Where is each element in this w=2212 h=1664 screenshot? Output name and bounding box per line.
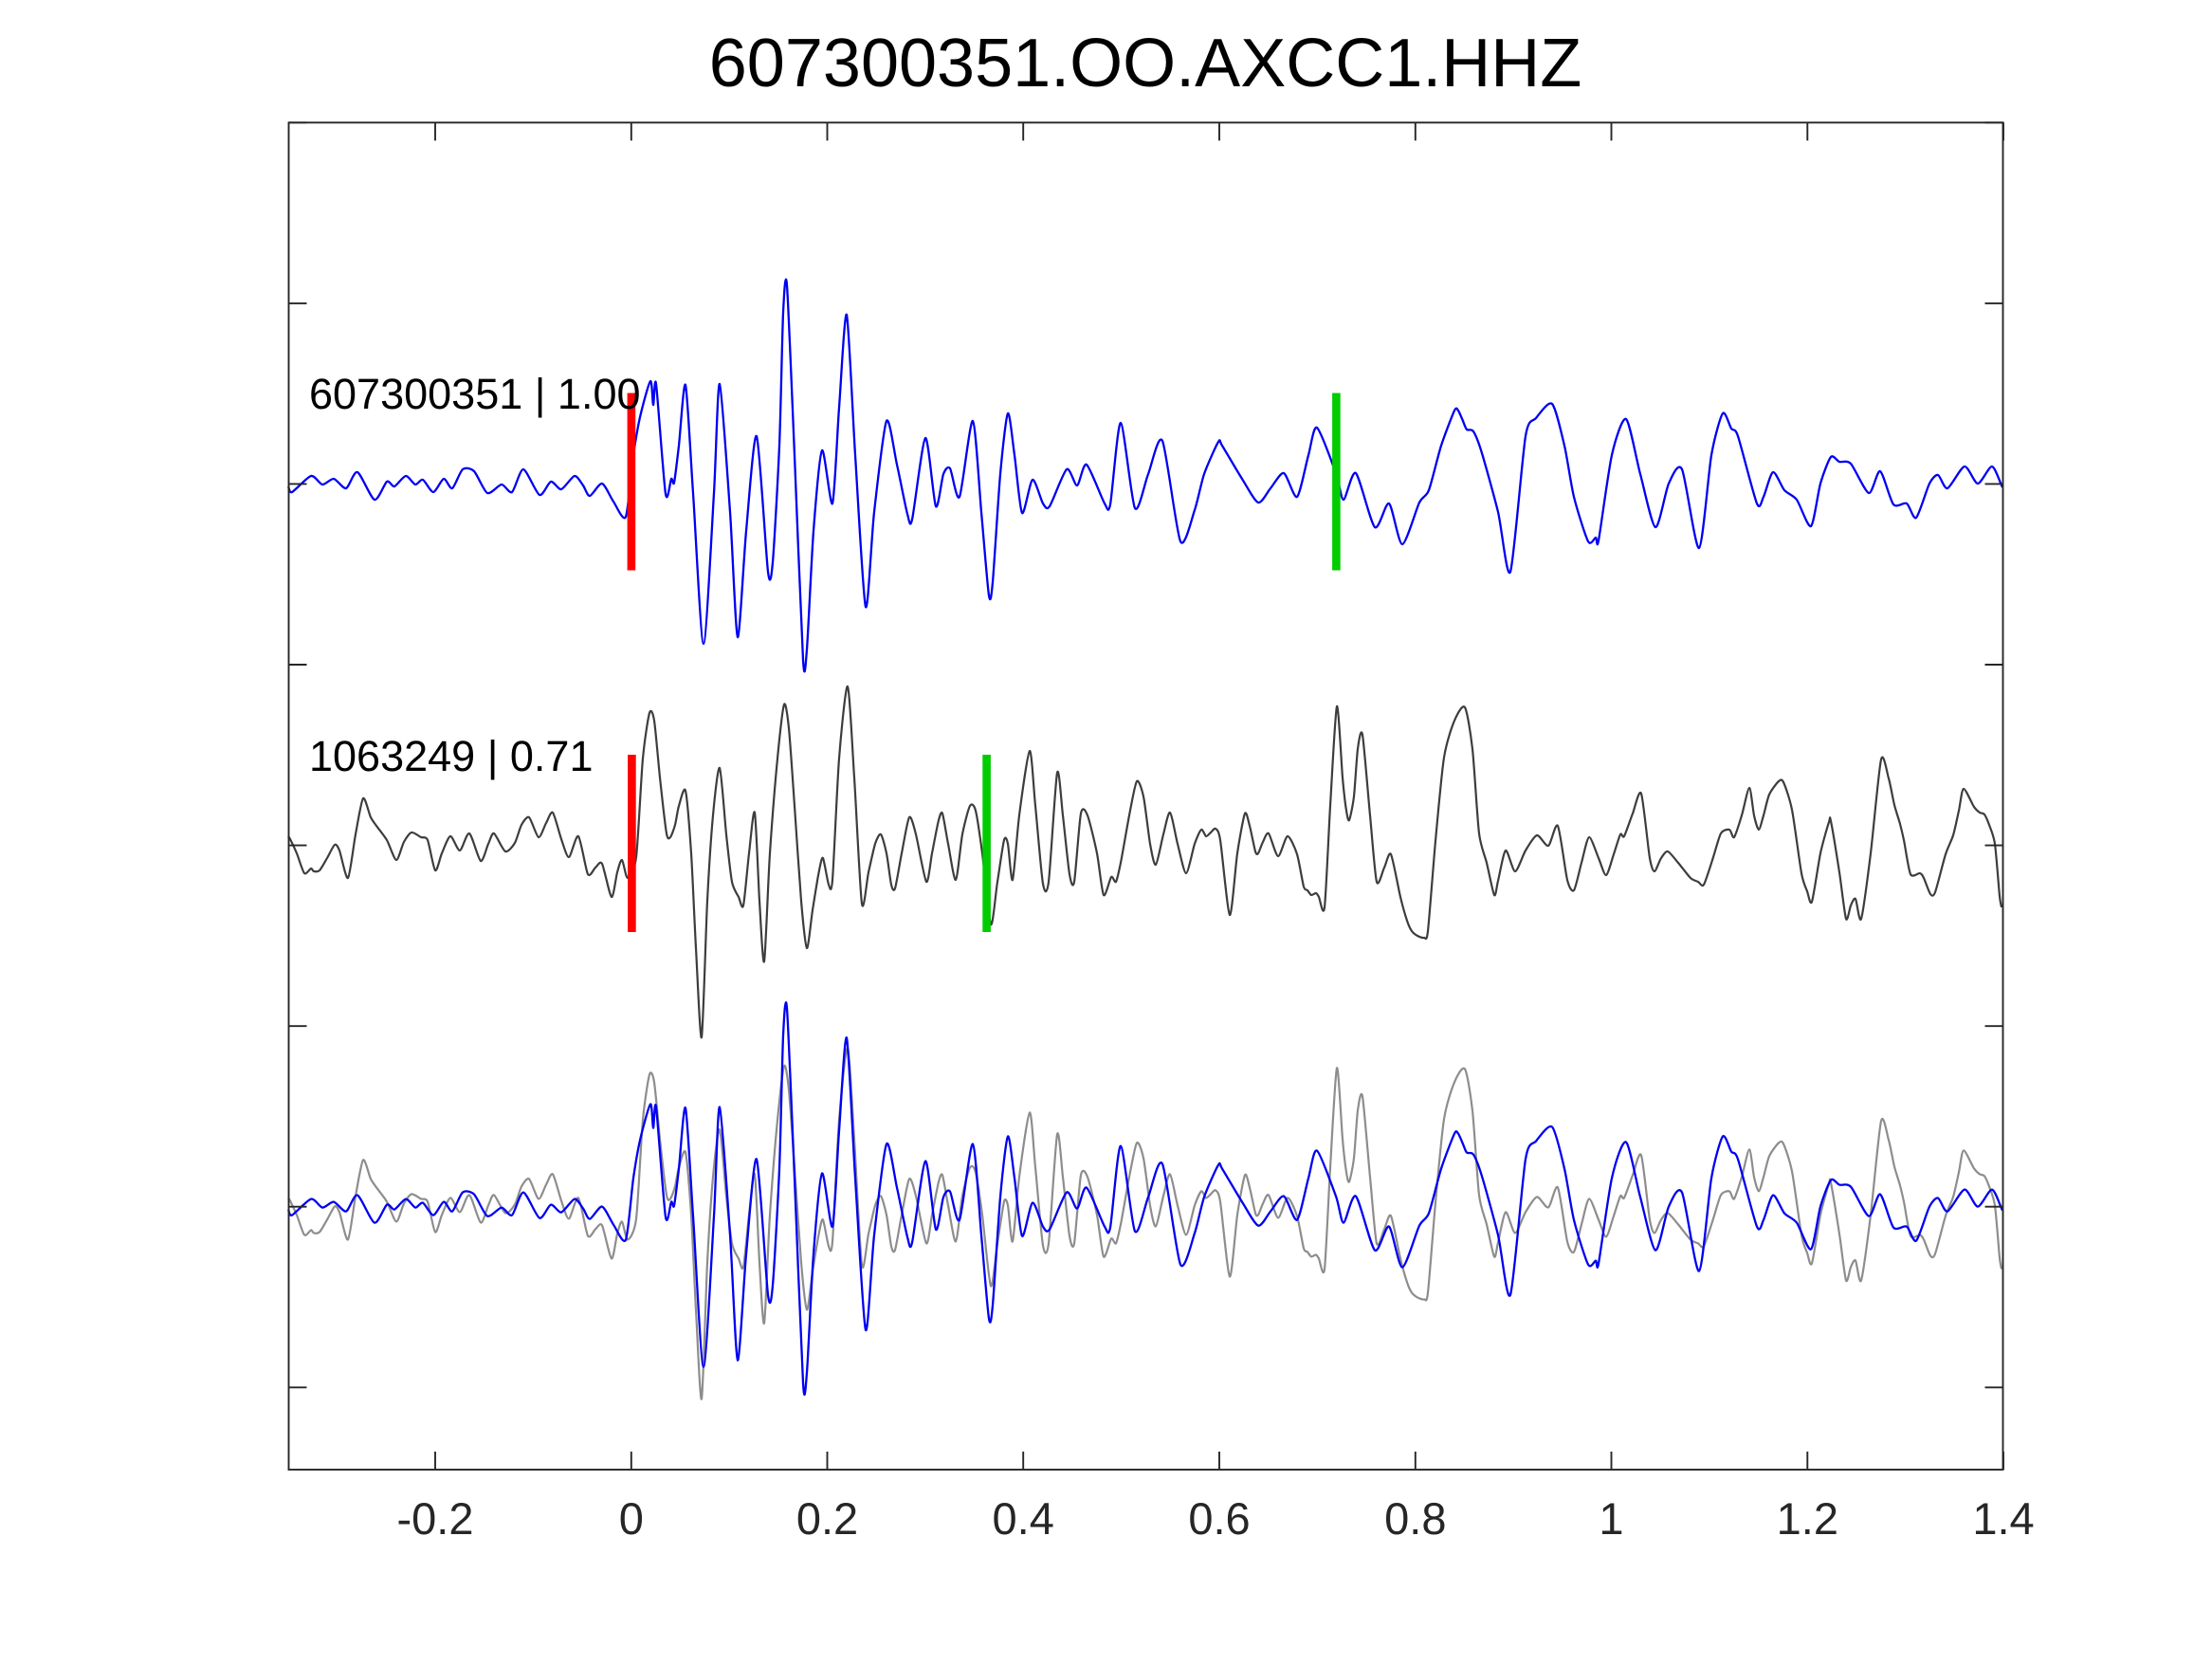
svg-text:0: 0 [619, 1493, 644, 1544]
svg-text:607300351 | 1.00: 607300351 | 1.00 [309, 370, 641, 418]
svg-text:0.2: 0.2 [796, 1493, 858, 1544]
svg-text:0.8: 0.8 [1384, 1493, 1446, 1544]
svg-text:0.4: 0.4 [993, 1493, 1054, 1544]
svg-text:607300351.OO.AXCC1.HHZ: 607300351.OO.AXCC1.HHZ [709, 26, 1581, 101]
svg-text:1063249 | 0.71: 1063249 | 0.71 [309, 732, 593, 780]
svg-text:1.4: 1.4 [1972, 1493, 2034, 1544]
svg-text:1.2: 1.2 [1777, 1493, 1838, 1544]
svg-text:-0.2: -0.2 [397, 1493, 474, 1544]
svg-text:0.6: 0.6 [1188, 1493, 1250, 1544]
svg-text:1: 1 [1599, 1493, 1623, 1544]
